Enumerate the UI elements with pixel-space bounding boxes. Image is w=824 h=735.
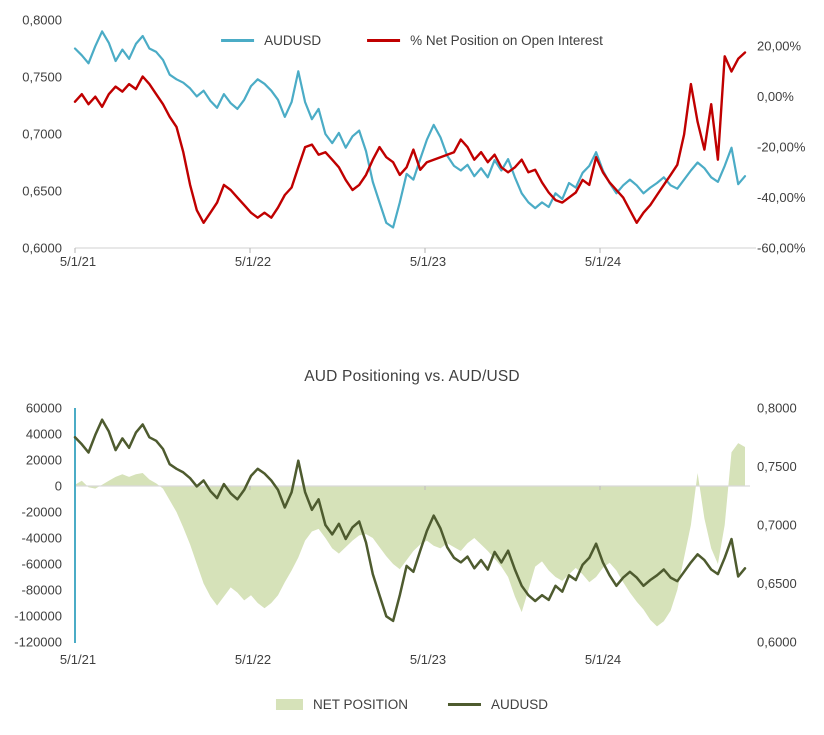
chart2-title: AUD Positioning vs. AUD/USD (304, 368, 520, 385)
chart2-x-axis-label: 5/1/21 (60, 652, 96, 667)
chart1-right-axis-label: -40,00% (757, 190, 806, 205)
chart1-left-axis-label: 0,7500 (22, 70, 62, 85)
chart2-left-axis-label: -100000 (14, 609, 62, 624)
net-position-area-swatch (275, 699, 303, 710)
legend-label-audusd-2: AUDUSD (491, 697, 549, 712)
legend-item-net-position: NET POSITION (275, 697, 408, 712)
chart1-x-axis-label: 5/1/23 (410, 254, 446, 269)
chart1-x-axis-label: 5/1/22 (235, 254, 271, 269)
chart1-x-axis-label: 5/1/24 (585, 254, 621, 269)
chart1-left-axis-label: 0,6000 (22, 241, 62, 256)
net-position-pct-line (73, 51, 747, 225)
chart1-x-axis-label: 5/1/21 (60, 254, 96, 269)
legend-item-audusd: AUDUSD (221, 33, 321, 48)
chart2-left-axis-label: 0 (55, 479, 62, 494)
legend-item-net-position-pct: % Net Position on Open Interest (367, 33, 603, 48)
chart1-legend: AUDUSD % Net Position on Open Interest (221, 33, 603, 48)
net-position-area (75, 443, 745, 627)
chart2-x-axis-label: 5/1/22 (235, 652, 271, 667)
chart2-left-axis-label: -40000 (22, 531, 62, 546)
chart2-x-axis-label: 5/1/24 (585, 652, 621, 667)
legend-label-net-position: NET POSITION (312, 697, 408, 712)
chart2-left-axis-label: 40000 (26, 427, 62, 442)
audusd-line-swatch (221, 39, 255, 42)
chart2-right-axis-label: 0,7000 (757, 518, 797, 533)
chart2-right-axis-label: 0,6500 (757, 576, 797, 591)
chart2-x-axis-label: 5/1/23 (410, 652, 446, 667)
chart2-left-axis-label: -20000 (22, 505, 62, 520)
chart2-left-axis-label: -60000 (22, 557, 62, 572)
chart2-legend: NET POSITION AUDUSD (275, 697, 548, 712)
audusd-olive-line-swatch (448, 703, 481, 706)
legend-item-audusd-2: AUDUSD (448, 697, 548, 712)
legend-label-net-position-pct: % Net Position on Open Interest (410, 33, 603, 48)
chart2-left-axis-label: -80000 (22, 583, 62, 598)
chart1-right-axis-label: 20,00% (757, 39, 802, 54)
chart1-right-axis-label: 0,00% (757, 89, 794, 104)
net-position-pct-line-swatch (367, 39, 401, 42)
chart2-left-axis-label: -120000 (14, 635, 62, 650)
chart1-left-axis-label: 0,6500 (22, 184, 62, 199)
chart2-right-axis-label: 0,6000 (757, 635, 797, 650)
chart2-right-axis-label: 0,8000 (757, 401, 797, 416)
audusd-olive-line (73, 418, 747, 623)
chart1-right-axis-label: -20,00% (757, 140, 806, 155)
chart2-right-axis-label: 0,7500 (757, 459, 797, 474)
audusd-line (73, 30, 747, 229)
chart2-left-axis-label: 20000 (26, 453, 62, 468)
chart1-left-axis-label: 0,7000 (22, 127, 62, 142)
chart1-left-axis-label: 0,8000 (22, 13, 62, 28)
legend-label-audusd: AUDUSD (264, 33, 322, 48)
chart2-left-axis-label: 60000 (26, 401, 62, 416)
chart1-right-axis-label: -60,00% (757, 241, 806, 256)
